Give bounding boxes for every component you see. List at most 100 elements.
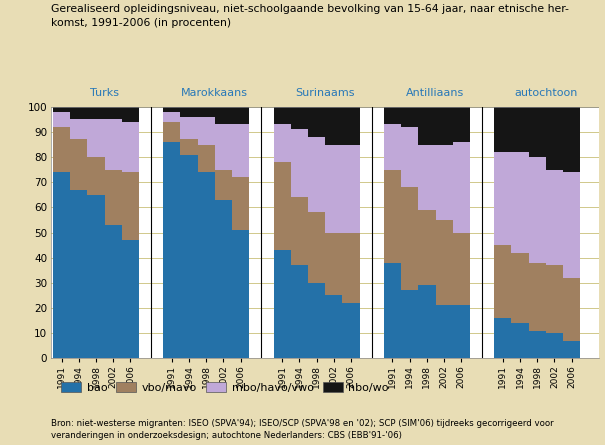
Bar [53, 127, 70, 172]
Text: Antilliaans: Antilliaans [407, 88, 465, 98]
Bar [453, 107, 470, 142]
Bar [342, 107, 359, 145]
Bar [105, 170, 122, 225]
Bar [563, 107, 580, 172]
Bar [494, 318, 511, 358]
Bar [436, 107, 453, 145]
Text: autochtoon: autochtoon [514, 88, 578, 98]
Bar [87, 157, 105, 195]
Bar [105, 107, 122, 119]
Bar [418, 210, 436, 285]
Bar [122, 240, 139, 358]
Bar [401, 127, 418, 187]
Bar [453, 142, 470, 232]
Bar [418, 145, 436, 210]
Bar [511, 107, 529, 152]
Bar [563, 340, 580, 358]
Bar [198, 117, 215, 145]
Bar [53, 107, 70, 112]
Bar [291, 197, 308, 265]
Bar [436, 305, 453, 358]
Bar [529, 263, 546, 331]
Bar [273, 107, 291, 125]
Bar [418, 107, 436, 145]
Bar [163, 122, 180, 142]
Bar [232, 107, 249, 125]
Bar [546, 333, 563, 358]
Bar [180, 139, 198, 154]
Bar [401, 187, 418, 290]
Bar [453, 305, 470, 358]
Bar [198, 107, 215, 117]
Bar [180, 154, 198, 358]
Bar [494, 152, 511, 245]
Bar [163, 142, 180, 358]
Bar [342, 232, 359, 303]
Bar [198, 172, 215, 358]
Bar [163, 107, 180, 112]
Bar [511, 323, 529, 358]
Bar [53, 172, 70, 358]
Text: komst, 1991-2006 (in procenten): komst, 1991-2006 (in procenten) [51, 18, 232, 28]
Bar [529, 331, 546, 358]
Bar [436, 220, 453, 305]
Bar [563, 278, 580, 340]
Bar [453, 232, 470, 305]
Bar [511, 152, 529, 253]
Bar [325, 145, 342, 232]
Bar [215, 200, 232, 358]
Bar [53, 112, 70, 127]
Bar [384, 170, 401, 263]
Bar [70, 139, 87, 190]
Bar [401, 107, 418, 127]
Bar [325, 232, 342, 295]
Bar [122, 107, 139, 122]
Bar [70, 119, 87, 139]
Bar [273, 162, 291, 250]
Bar [70, 190, 87, 358]
Bar [291, 129, 308, 197]
Text: Gerealiseerd opleidingsniveau, niet-schoolgaande bevolking van 15-64 jaar, naar : Gerealiseerd opleidingsniveau, niet-scho… [51, 4, 569, 14]
Bar [308, 283, 325, 358]
Bar [291, 265, 308, 358]
Bar [325, 295, 342, 358]
Bar [198, 145, 215, 172]
Bar [546, 265, 563, 333]
Bar [87, 119, 105, 157]
Bar [273, 125, 291, 162]
Bar [308, 107, 325, 137]
Bar [342, 145, 359, 232]
Bar [436, 145, 453, 220]
Bar [232, 230, 249, 358]
Bar [70, 107, 87, 119]
Bar [546, 107, 563, 170]
Bar [529, 157, 546, 263]
Bar [384, 107, 401, 125]
Legend: bao, vbo/mavo, mbo/havo/vwo, hbo/wo: bao, vbo/mavo, mbo/havo/vwo, hbo/wo [57, 377, 393, 397]
Bar [87, 107, 105, 119]
Text: Surinaams: Surinaams [295, 88, 355, 98]
Bar [308, 137, 325, 212]
Bar [529, 107, 546, 157]
Bar [325, 107, 342, 145]
Text: Bron: niet-westerse migranten: ISEO (SPVA'94); ISEO/SCP (SPVA'98 en '02); SCP (S: Bron: niet-westerse migranten: ISEO (SPV… [51, 419, 554, 428]
Bar [87, 195, 105, 358]
Bar [563, 172, 580, 278]
Bar [105, 225, 122, 358]
Bar [418, 285, 436, 358]
Bar [511, 253, 529, 323]
Bar [308, 212, 325, 283]
Bar [105, 119, 122, 170]
Bar [122, 172, 139, 240]
Bar [342, 303, 359, 358]
Bar [384, 125, 401, 170]
Bar [122, 122, 139, 172]
Bar [215, 125, 232, 170]
Bar [232, 177, 249, 230]
Bar [273, 250, 291, 358]
Bar [180, 117, 198, 139]
Bar [180, 107, 198, 117]
Text: Turks: Turks [90, 88, 119, 98]
Bar [384, 263, 401, 358]
Bar [232, 125, 249, 177]
